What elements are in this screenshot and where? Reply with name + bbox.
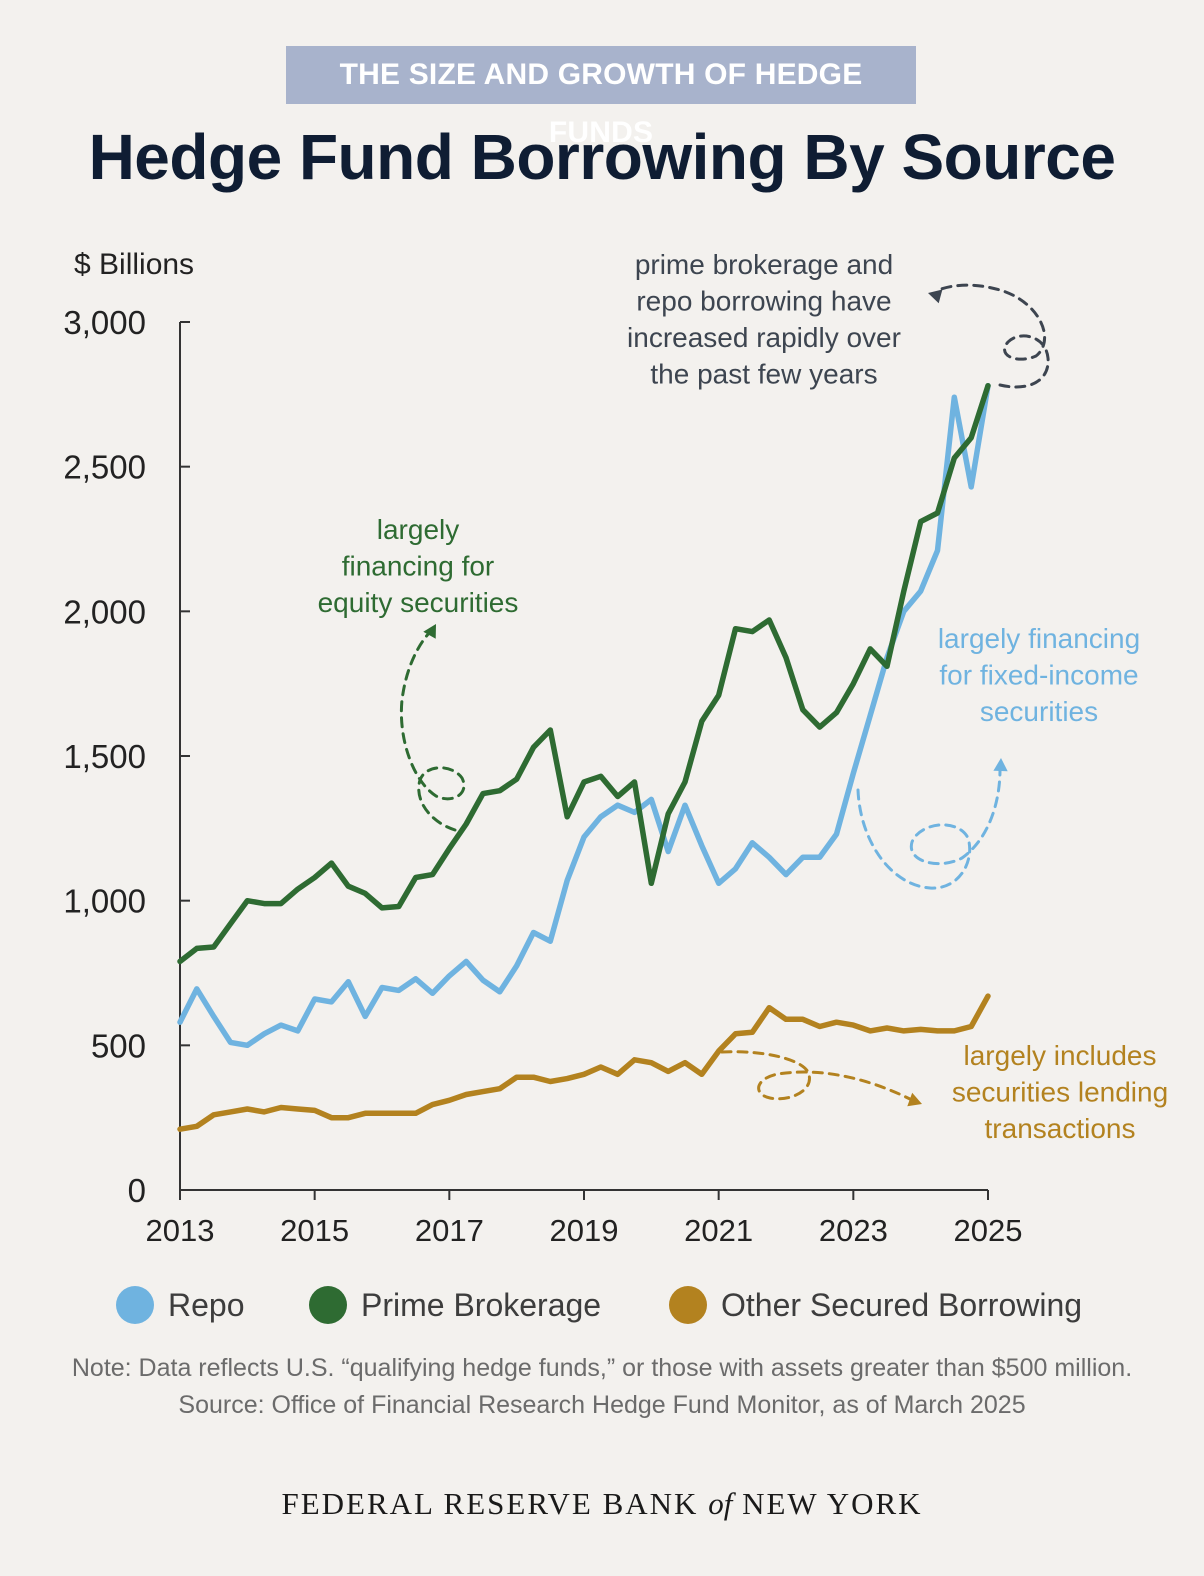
footnote: Note: Data reflects U.S. “qualifying hed… <box>71 1354 1133 1382</box>
y-axis-label: $ Billions <box>74 248 194 281</box>
legend-item-other-secured: Other Secured Borrowing <box>669 1280 1082 1330</box>
annotation-lending-line-2: securities lending <box>952 1077 1168 1108</box>
x-tick-label-2017: 2017 <box>415 1213 484 1248</box>
x-tick-label-2019: 2019 <box>550 1213 619 1248</box>
legend-swatch-repo <box>116 1286 154 1324</box>
legend-swatch-prime-brokerage <box>309 1286 347 1324</box>
arrow-equity-path <box>399 630 466 832</box>
source-line: Source: Office of Financial Research Hed… <box>178 1391 1026 1419</box>
annotation-equity-line-2: financing for <box>342 551 495 582</box>
arrow-top-head <box>928 289 943 304</box>
arrow-lending-head <box>907 1092 922 1107</box>
annotation-top-line-2: repo borrowing have <box>636 286 891 317</box>
series-line-other-secured-borrowing <box>177 993 991 1132</box>
x-tick-label-2021: 2021 <box>684 1213 753 1248</box>
legend-item-repo: Repo <box>116 1280 245 1330</box>
annotation-lending-line-3: transactions <box>985 1113 1136 1144</box>
arrow-fixed-path <box>856 768 1002 890</box>
y-tick-label-3000: 3,000 <box>63 304 146 341</box>
brand-logo: FEDERAL RESERVE BANK of NEW YORK <box>0 1486 1204 1522</box>
kicker-banner: THE SIZE AND GROWTH OF HEDGE FUNDS <box>286 46 916 149</box>
annotation-fixed-line-3: securities <box>980 696 1098 727</box>
legend-label-repo: Repo <box>168 1286 245 1323</box>
y-tick-label-2000: 2,000 <box>63 593 146 630</box>
arrow-equity-head <box>423 624 436 639</box>
annotation-top-line-3: increased rapidly over <box>627 322 901 353</box>
x-tick-label-2013: 2013 <box>146 1213 215 1248</box>
legend-item-prime-brokerage: Prime Brokerage <box>309 1280 601 1330</box>
chart-title: Hedge Fund Borrowing By Source <box>88 121 1116 193</box>
brand-text-of: of <box>708 1486 733 1521</box>
legend: Repo Prime Brokerage Other Secured Borro… <box>0 1280 1204 1330</box>
annotation-equity-line-3: equity securities <box>318 587 519 618</box>
x-tick-label-2023: 2023 <box>819 1213 888 1248</box>
y-tick-label-1500: 1,500 <box>63 738 146 775</box>
series-line-repo <box>177 382 991 1049</box>
y-tick-label-0: 0 <box>128 1172 146 1209</box>
arrow-fixed-head <box>993 758 1008 772</box>
legend-label-prime-brokerage: Prime Brokerage <box>361 1286 602 1323</box>
annotation-lending-line-1: largely includes <box>964 1040 1157 1071</box>
series-line-prime-brokerage <box>177 382 991 965</box>
y-tick-label-500: 500 <box>91 1027 146 1064</box>
x-tick-label-2025: 2025 <box>954 1213 1023 1248</box>
annotation-fixed-line-2: for fixed-income <box>939 660 1138 691</box>
arrow-top-path <box>936 283 1050 389</box>
annotation-equity-line-1: largely <box>377 514 459 545</box>
annotation-top-line-4: the past few years <box>650 359 877 390</box>
x-tick-label-2015: 2015 <box>280 1213 349 1248</box>
legend-label-other-secured: Other Secured Borrowing <box>721 1286 1083 1323</box>
brand-text-left: FEDERAL RESERVE BANK <box>281 1486 709 1521</box>
brand-text-right: NEW YORK <box>732 1486 923 1521</box>
legend-swatch-other-secured <box>669 1286 707 1324</box>
annotation-top-line-1: prime brokerage and <box>635 249 893 280</box>
arrow-lending-path <box>720 1050 914 1102</box>
y-tick-label-2500: 2,500 <box>63 449 146 486</box>
annotation-fixed-line-1: largely financing <box>938 623 1140 654</box>
y-tick-label-1000: 1,000 <box>63 883 146 920</box>
line-chart: $ Billions 0 500 1,000 1,500 2,000 2,500 3,000 2… <box>63 248 1168 1248</box>
